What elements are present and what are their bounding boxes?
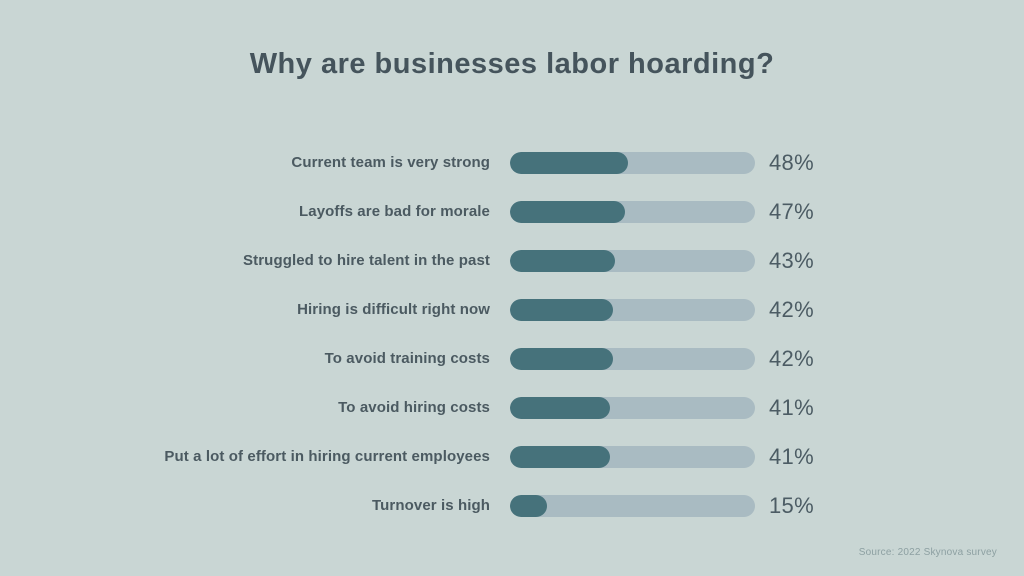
bar-value: 42% <box>769 296 814 322</box>
bar-label: Current team is very strong <box>291 154 490 171</box>
bar-row: Struggled to hire talent in the past 43% <box>110 236 839 285</box>
bar-track <box>510 347 755 370</box>
bar-row: Current team is very strong 48% <box>110 138 839 187</box>
bar-label: To avoid training costs <box>324 350 490 367</box>
bar-value: 15% <box>769 492 814 518</box>
bar-value: 41% <box>769 394 814 420</box>
bar-row: Layoffs are bad for morale 47% <box>110 187 839 236</box>
bar-value: 41% <box>769 443 814 469</box>
bar-row: To avoid hiring costs 41% <box>110 383 839 432</box>
bar-label: Struggled to hire talent in the past <box>243 252 490 269</box>
bar-track <box>510 200 755 223</box>
bar-fill <box>510 396 611 419</box>
bar-label: Layoffs are bad for morale <box>299 203 490 220</box>
bar-row: Put a lot of effort in hiring current em… <box>110 432 839 481</box>
bar-fill <box>510 445 611 468</box>
bar-fill <box>510 200 626 223</box>
bar-fill <box>510 298 613 321</box>
bar-fill <box>510 494 547 517</box>
bar-track <box>510 249 755 272</box>
bar-label: Hiring is difficult right now <box>297 301 490 318</box>
bar-label: Put a lot of effort in hiring current em… <box>164 448 490 465</box>
bar-fill <box>510 249 616 272</box>
bar-value: 47% <box>769 198 814 224</box>
bar-label: Turnover is high <box>372 497 490 514</box>
bar-fill <box>510 151 628 174</box>
bar-value: 43% <box>769 247 814 273</box>
bar-value: 48% <box>769 149 814 175</box>
bar-row: Turnover is high 15% <box>110 481 839 530</box>
bar-row: To avoid training costs 42% <box>110 334 839 383</box>
bar-chart: Current team is very strong 48% Layoffs ar… <box>110 138 839 530</box>
bar-row: Hiring is difficult right now 42% <box>110 285 839 334</box>
bar-track <box>510 494 755 517</box>
bar-label: To avoid hiring costs <box>338 399 490 416</box>
bar-track <box>510 298 755 321</box>
bar-fill <box>510 347 613 370</box>
chart-title: Why are businesses labor hoarding? <box>249 48 775 80</box>
bar-track <box>510 151 755 174</box>
bar-track <box>510 445 755 468</box>
bar-value: 42% <box>769 345 814 371</box>
bar-track <box>510 396 755 419</box>
source-note: Source: 2022 Skynova survey <box>858 547 997 558</box>
